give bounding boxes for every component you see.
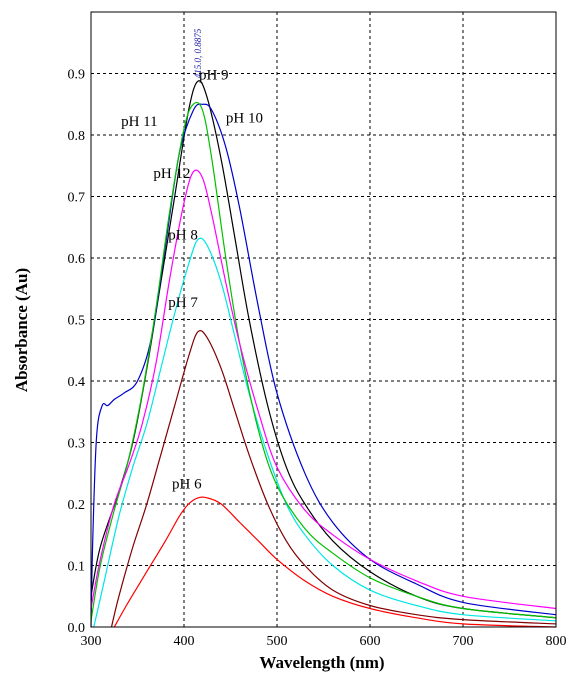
series-line-ph-12 (90, 169, 557, 610)
series-label-ph-8: pH 8 (168, 228, 198, 244)
x-tick-label: 800 (546, 634, 567, 649)
series-line-ph-9 (90, 80, 557, 619)
series-label-ph-11: pH 11 (121, 114, 158, 130)
y-tick-label: 0.4 (68, 375, 86, 390)
y-tick-label: 0.3 (68, 437, 86, 452)
x-tick-label: 300 (81, 634, 102, 649)
series-labels: pH 9 pH 11 pH 10 pH 12 pH 8 pH 7 pH 6 (121, 68, 263, 493)
x-tick-label: 600 (360, 634, 381, 649)
y-tick-label: 0.1 (68, 560, 86, 575)
grid (91, 12, 556, 627)
peak-annotation: 415.0, 0.8875 (193, 28, 203, 78)
series-label-ph-6: pH 6 (172, 477, 202, 493)
y-tick-label: 0.9 (68, 68, 86, 83)
series-lines (90, 80, 557, 628)
y-tick-label: 0.5 (68, 314, 86, 329)
x-tick-label: 700 (453, 634, 474, 649)
series-line-ph-7 (110, 329, 557, 628)
series-label-ph-12: pH 12 (153, 166, 190, 182)
y-tick-label: 0.6 (68, 252, 86, 267)
annotations: 415.0, 0.8875 (193, 28, 203, 78)
tick-labels: 300 400 500 600 700 800 0.0 0.1 0.2 0.3 0.4 0.5 0.6 0… (68, 68, 567, 650)
y-tick-label: 0.0 (68, 621, 86, 636)
y-tick-label: 0.8 (68, 129, 86, 144)
series-line-ph-6 (113, 496, 557, 628)
plot-frame (90, 11, 557, 628)
y-tick-label: 0.2 (68, 498, 86, 513)
y-axis-title: Absorbance (Au) (12, 268, 31, 392)
x-tick-label: 500 (267, 634, 288, 649)
series-label-ph-7: pH 7 (168, 295, 198, 311)
series-label-ph-9: pH 9 (199, 68, 229, 84)
series-line-ph-8 (93, 237, 557, 628)
x-tick-label: 400 (174, 634, 195, 649)
series-label-ph-10: pH 10 (226, 111, 263, 127)
series-line-ph-11 (90, 101, 557, 621)
x-axis-title: Wavelength (nm) (259, 653, 384, 672)
series-line-ph-10 (90, 103, 557, 628)
y-tick-label: 0.7 (68, 191, 86, 206)
